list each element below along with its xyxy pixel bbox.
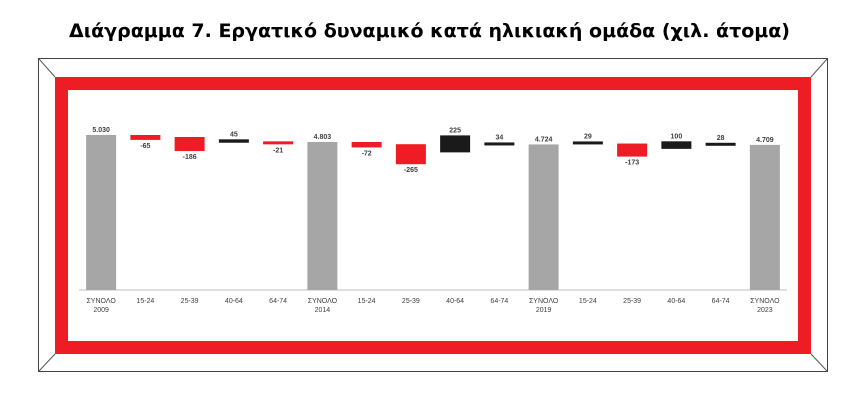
x-tick-label: 64-74 <box>712 298 730 305</box>
data-label: 4.709 <box>756 137 774 144</box>
data-label: 100 <box>671 133 683 140</box>
data-label: 5.030 <box>92 127 110 134</box>
increase-bar <box>705 142 736 146</box>
decrease-bar <box>395 144 426 165</box>
total-bar <box>86 135 117 290</box>
x-tick-label: 15-24 <box>358 298 376 305</box>
increase-bar <box>440 135 471 153</box>
decrease-bar <box>174 137 205 152</box>
frame-diagonals <box>39 59 827 371</box>
waterfall-chart: 5.030 ΣΥΝΟΛΟ 2009 -65 15-24 -186 25-39 45 40-64 -… <box>79 127 787 314</box>
data-label: 45 <box>230 131 238 138</box>
data-label: 225 <box>449 127 461 134</box>
decrease-bar <box>351 141 382 148</box>
data-label: -21 <box>273 147 283 154</box>
x-tick-label: 40-64 <box>667 298 685 305</box>
decrease-bar <box>130 135 161 140</box>
x-tick-label: 40-64 <box>225 298 243 305</box>
data-label: 4.724 <box>535 136 553 143</box>
chart-title: Διάγραμμα 7. Εργατικό δυναμικό κατά ηλικ… <box>69 20 790 42</box>
x-tick-label: ΣΥΝΟΛΟ <box>529 298 559 305</box>
data-label: -173 <box>625 160 639 167</box>
data-label: 4.803 <box>314 134 332 141</box>
data-label: -265 <box>404 167 418 174</box>
x-tick-label: 2009 <box>93 307 109 314</box>
x-tick-label: 64-74 <box>269 298 287 305</box>
total-bar <box>307 141 338 290</box>
data-label: -65 <box>140 143 150 150</box>
decrease-bar <box>617 143 648 157</box>
increase-bar <box>572 141 603 145</box>
x-tick-label: 2023 <box>757 307 773 314</box>
total-bar <box>749 144 780 290</box>
x-tick-label: 25-39 <box>181 298 199 305</box>
data-label: 34 <box>495 134 503 141</box>
x-tick-label: 40-64 <box>446 298 464 305</box>
x-tick-label: 2014 <box>315 307 331 314</box>
chart-frame: 5.030 ΣΥΝΟΛΟ 2009 -65 15-24 -186 25-39 45 40-64 -… <box>38 58 828 372</box>
x-tick-label: 15-24 <box>136 298 154 305</box>
increase-bar <box>661 141 692 149</box>
x-tick-label: 25-39 <box>402 298 420 305</box>
x-tick-label: ΣΥΝΟΛΟ <box>750 298 780 305</box>
decrease-bar <box>263 141 294 145</box>
x-tick-label: 25-39 <box>623 298 641 305</box>
x-tick-label: 2019 <box>536 307 552 314</box>
data-label: 28 <box>717 135 725 142</box>
increase-bar <box>484 142 515 146</box>
x-tick-label: ΣΥΝΟΛΟ <box>86 298 116 305</box>
plot-area: 5.030 ΣΥΝΟΛΟ 2009 -65 15-24 -186 25-39 45 40-64 -… <box>68 90 798 341</box>
x-tick-label: 15-24 <box>579 298 597 305</box>
increase-bar <box>218 139 249 143</box>
red-border: 5.030 ΣΥΝΟΛΟ 2009 -65 15-24 -186 25-39 45 40-64 -… <box>55 77 811 354</box>
x-tick-label: ΣΥΝΟΛΟ <box>308 298 338 305</box>
data-label: -186 <box>183 154 197 161</box>
data-label: 29 <box>584 133 592 140</box>
x-tick-label: 64-74 <box>490 298 508 305</box>
total-bar <box>528 144 559 290</box>
data-label: -72 <box>362 150 372 157</box>
